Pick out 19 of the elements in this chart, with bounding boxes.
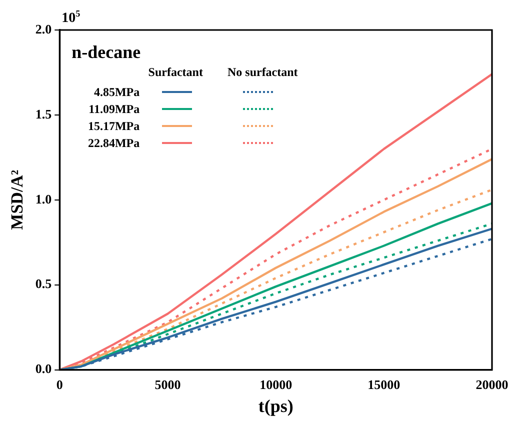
x-tick-label: 0: [56, 376, 63, 392]
text: n-decane: [72, 42, 141, 62]
legend-label: 22.84MPa: [88, 136, 140, 150]
annotation: Surfactant: [148, 65, 203, 79]
legend-label: 11.09MPa: [88, 102, 140, 116]
x-tick-label: 5000: [154, 376, 181, 392]
x-tick-label: 10000: [260, 376, 292, 392]
legend-label: 4.85MPa: [94, 85, 140, 99]
y-tick-label: 1.0: [35, 191, 52, 206]
y-tick-label: 0.0: [35, 361, 52, 376]
x-axis-title: t(ps): [258, 396, 294, 416]
x-tick-label: 20000: [476, 376, 508, 392]
y-tick-label: 1.5: [35, 106, 52, 122]
y-tick-label: 0.5: [35, 276, 52, 292]
legend-label: 15.17MPa: [88, 119, 140, 133]
annotation: No surfactant: [227, 65, 298, 79]
x-tick-label: 15000: [368, 376, 400, 392]
y-tick-label: 2.0: [35, 21, 52, 36]
y-axis-title: MSD/A²: [8, 170, 27, 230]
